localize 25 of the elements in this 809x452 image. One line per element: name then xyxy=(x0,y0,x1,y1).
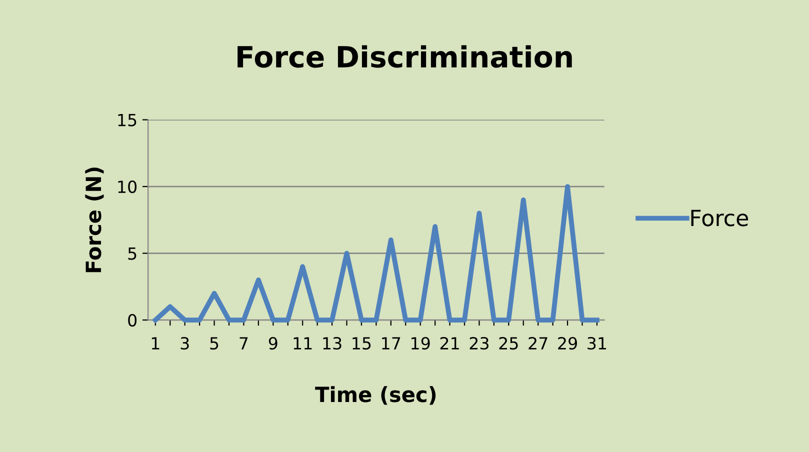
y-tick-label: 0 xyxy=(128,314,137,327)
y-tick-label: 10 xyxy=(118,180,137,194)
line-series xyxy=(152,184,600,322)
x-tick-label: 15 xyxy=(352,337,371,350)
x-axis-title: Time (sec) xyxy=(315,386,436,405)
x-tick-label: 1 xyxy=(152,337,160,350)
chart-title: Force Discrimination xyxy=(238,45,572,68)
x-tick-label: 19 xyxy=(412,336,430,350)
x-tick-label: 17 xyxy=(382,337,400,350)
y-axis-title: Force (N) xyxy=(85,168,104,272)
x-tick-label: 21 xyxy=(440,336,459,350)
x-tick-label: 9 xyxy=(268,336,278,350)
x-tick-label: 3 xyxy=(180,336,189,350)
x-tick-label: 25 xyxy=(499,336,518,350)
y-tick-label: 5 xyxy=(128,247,136,260)
x-tick-label: 11 xyxy=(294,337,312,350)
x-tick-label: 29 xyxy=(558,336,577,350)
x-tick-label: 23 xyxy=(470,336,488,350)
legend-label: Force xyxy=(691,210,748,226)
x-tick-label: 5 xyxy=(210,337,218,350)
x-tick-label: 27 xyxy=(528,336,548,350)
x-tick-label: 7 xyxy=(240,337,248,350)
y-tick-label: 15 xyxy=(118,114,136,126)
x-tick-label: 13 xyxy=(323,336,342,350)
x-tick-label: 31 xyxy=(588,336,606,350)
